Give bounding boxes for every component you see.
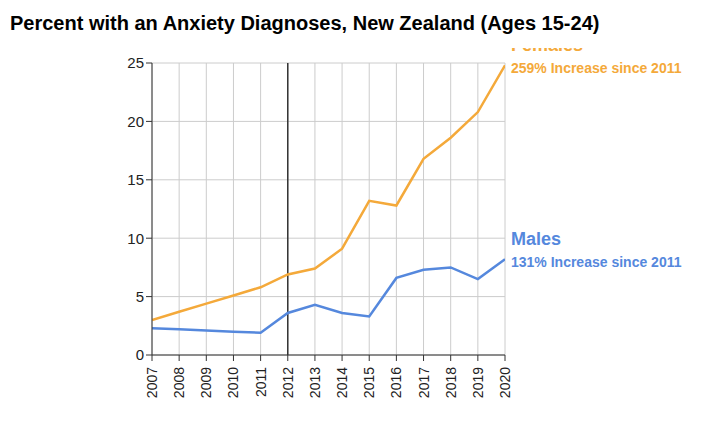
- svg-text:2019: 2019: [470, 367, 486, 398]
- svg-text:2007: 2007: [144, 367, 160, 398]
- svg-text:131% Increase since 2011: 131% Increase since 2011: [511, 254, 682, 270]
- svg-text:2016: 2016: [388, 367, 404, 398]
- svg-text:2020: 2020: [497, 367, 513, 398]
- svg-text:5: 5: [136, 288, 144, 305]
- svg-text:259% Increase since 2011: 259% Increase since 2011: [511, 60, 682, 76]
- svg-text:2008: 2008: [171, 367, 187, 398]
- svg-text:2014: 2014: [334, 367, 350, 398]
- svg-text:2009: 2009: [198, 367, 214, 398]
- svg-text:2015: 2015: [361, 367, 377, 398]
- svg-text:2017: 2017: [416, 367, 432, 398]
- html-text:Percent with an Anxiety Diagno: Percent with an Anxiety Diagnoses, New Z…: [10, 12, 600, 34]
- svg-text:Males: Males: [511, 229, 561, 249]
- svg-text:2010: 2010: [225, 367, 241, 398]
- svg-text:20: 20: [127, 113, 144, 130]
- svg-text:Females: Females: [511, 48, 583, 55]
- svg-text:10: 10: [127, 230, 144, 247]
- svg-text:2013: 2013: [307, 367, 323, 398]
- svg-text:0: 0: [136, 346, 144, 363]
- svg-text:25: 25: [127, 54, 144, 71]
- svg-text:2012: 2012: [280, 367, 296, 398]
- svg-text:2011: 2011: [253, 367, 269, 397]
- svg-text:2018: 2018: [443, 367, 459, 398]
- svg-text:15: 15: [127, 171, 144, 188]
